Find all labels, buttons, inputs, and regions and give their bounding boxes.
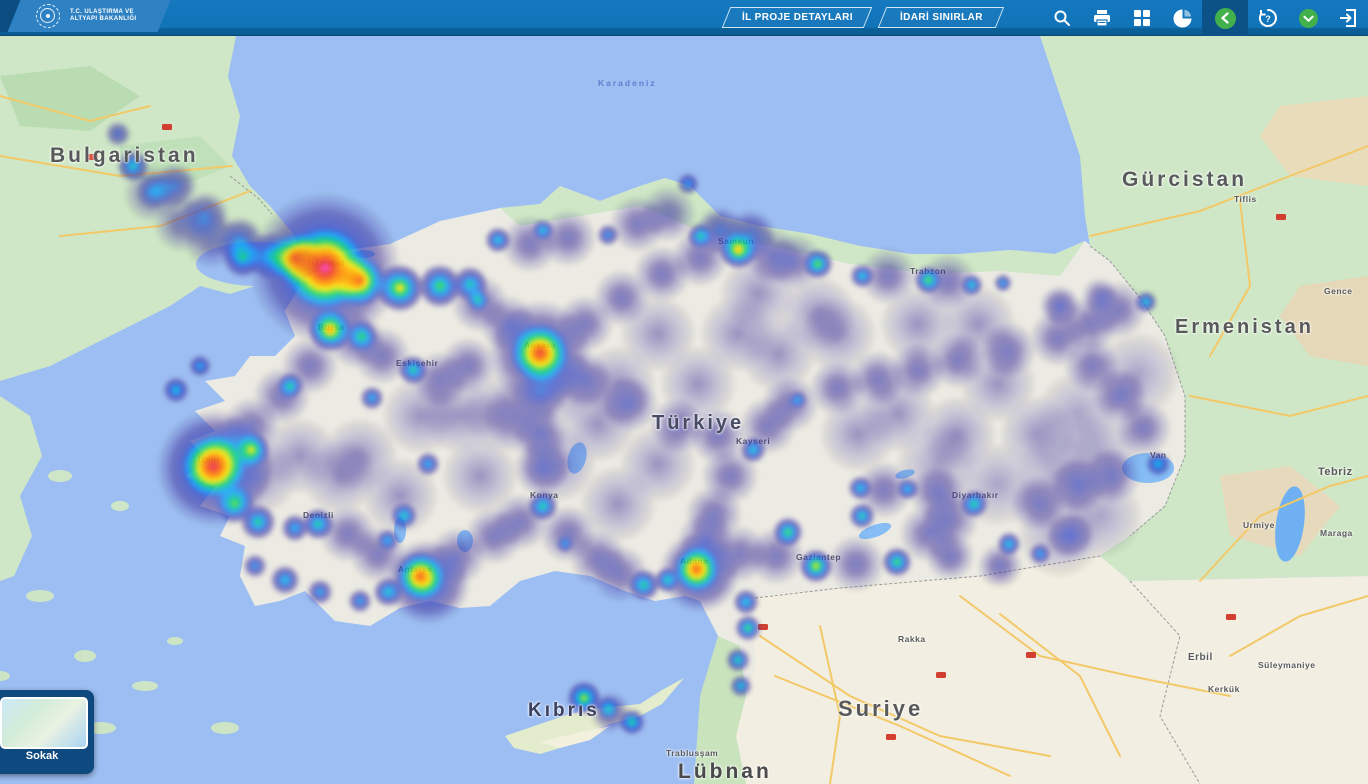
ministry-seal-icon	[36, 4, 60, 28]
top-bar: T.C. ULAŞTIRMA VE ALTYAPI BAKANLIĞI İL P…	[0, 0, 1368, 36]
grid-icon[interactable]	[1122, 0, 1162, 36]
svg-text:?: ?	[1265, 14, 1271, 24]
ministry-name: T.C. ULAŞTIRMA VE ALTYAPI BAKANLIĞI	[70, 9, 137, 22]
back-icon[interactable]	[1202, 0, 1248, 36]
ministry-logo-block[interactable]: T.C. ULAŞTIRMA VE ALTYAPI BAKANLIĞI	[0, 0, 210, 32]
toolbar-icons: ?	[1042, 0, 1368, 36]
basemap-svg	[0, 36, 1368, 784]
basemap-switcher[interactable]: Sokak	[0, 690, 94, 774]
pie-chart-icon[interactable]	[1162, 0, 1202, 36]
il-proje-detaylari-button[interactable]: İL PROJE DETAYLARI	[721, 7, 873, 28]
update-icon[interactable]	[1288, 0, 1328, 36]
help-refresh-icon[interactable]: ?	[1248, 0, 1288, 36]
basemap-label: Sokak	[25, 750, 59, 762]
idari-sinirlar-label: İDARİ SINIRLAR	[899, 12, 983, 23]
idari-sinirlar-button[interactable]: İDARİ SINIRLAR	[877, 7, 1005, 28]
map-canvas-area[interactable]: İstanbul Bursa Eskişehir Ankara İzmir Denizli…	[0, 36, 1368, 784]
printer-icon[interactable]	[1082, 0, 1122, 36]
basemap-thumbnail	[0, 697, 88, 749]
search-icon[interactable]	[1042, 0, 1082, 36]
exit-icon[interactable]	[1328, 0, 1368, 36]
il-proje-detaylari-label: İL PROJE DETAYLARI	[741, 12, 853, 23]
